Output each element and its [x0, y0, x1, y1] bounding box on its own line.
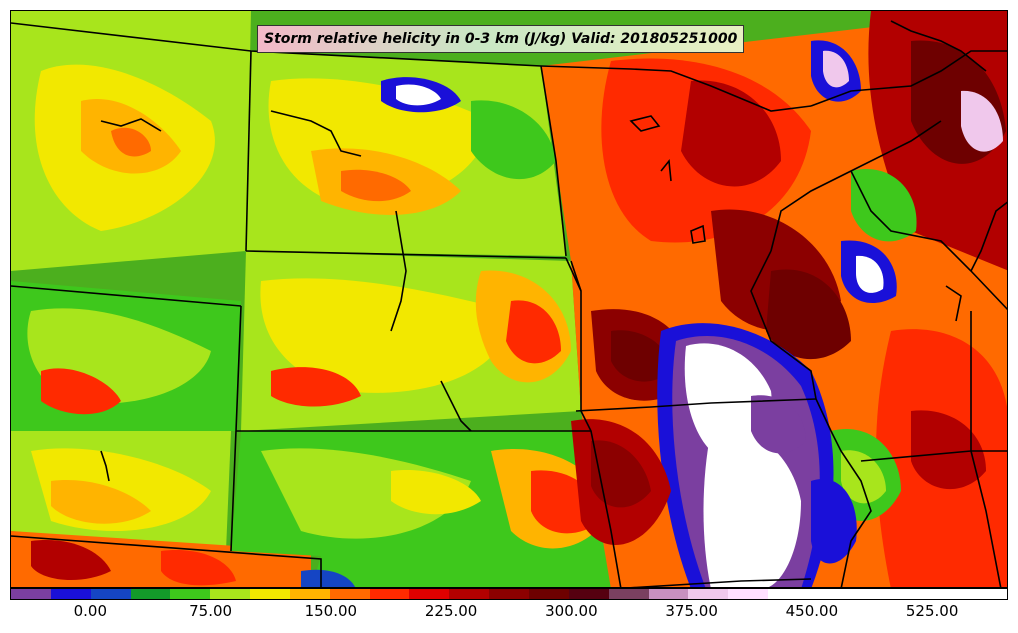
colorbar-segment	[210, 589, 251, 599]
colorbar-segment	[11, 589, 51, 599]
colorbar-segment	[90, 589, 131, 599]
field-extreme-core	[571, 323, 857, 587]
colorbar-segment	[50, 589, 91, 599]
colorbar	[10, 588, 1008, 600]
colorbar-tick-label: 300.00	[545, 602, 598, 620]
colorbar-segment	[807, 589, 848, 599]
colorbar-segment	[170, 589, 211, 599]
colorbar-segment	[528, 589, 569, 599]
field-upper-midwest	[541, 11, 1007, 587]
state-boundaries	[11, 20, 1007, 587]
colorbar-tick-label: 375.00	[665, 602, 718, 620]
colorbar-tick-label: 0.00	[73, 602, 108, 620]
colorbar-tick-label: 75.00	[189, 602, 233, 620]
helicity-map	[11, 11, 1007, 587]
colorbar-segment	[489, 589, 529, 599]
colorbar-ticks: 0.00 75.00 150.00 225.00 300.00 375.00 450.00 5…	[10, 602, 1008, 622]
colorbar-tick-label: 150.00	[304, 602, 358, 620]
colorbar-segment	[608, 589, 649, 599]
colorbar-tick-label: 450.00	[785, 602, 839, 620]
colorbar-segment	[847, 589, 888, 599]
colorbar-segment	[409, 589, 450, 599]
map-title: Storm relative helicity in 0-3 km (J/kg)…	[257, 25, 745, 53]
colorbar-segment	[369, 589, 410, 599]
colorbar-segment	[927, 589, 968, 599]
field-north-plains	[246, 51, 566, 256]
colorbar-segment	[568, 589, 609, 599]
colorbar-segment	[329, 589, 370, 599]
colorbar-segment	[130, 589, 171, 599]
colorbar-segment	[449, 589, 490, 599]
colorbar-segment	[289, 589, 330, 599]
colorbar-segment	[648, 589, 689, 599]
colorbar-segment	[887, 589, 928, 599]
map-panel: Storm relative helicity in 0-3 km (J/kg)…	[10, 10, 1008, 588]
colorbar-segment	[688, 589, 729, 599]
field-west	[11, 11, 311, 587]
colorbar-segment	[967, 589, 1008, 599]
colorbar-tick-label: 225.00	[424, 602, 478, 620]
colorbar-tick-label: 525.00	[905, 602, 959, 620]
colorbar-segment	[768, 589, 808, 599]
colorbar-segment	[250, 589, 290, 599]
colorbar-segment	[728, 589, 769, 599]
